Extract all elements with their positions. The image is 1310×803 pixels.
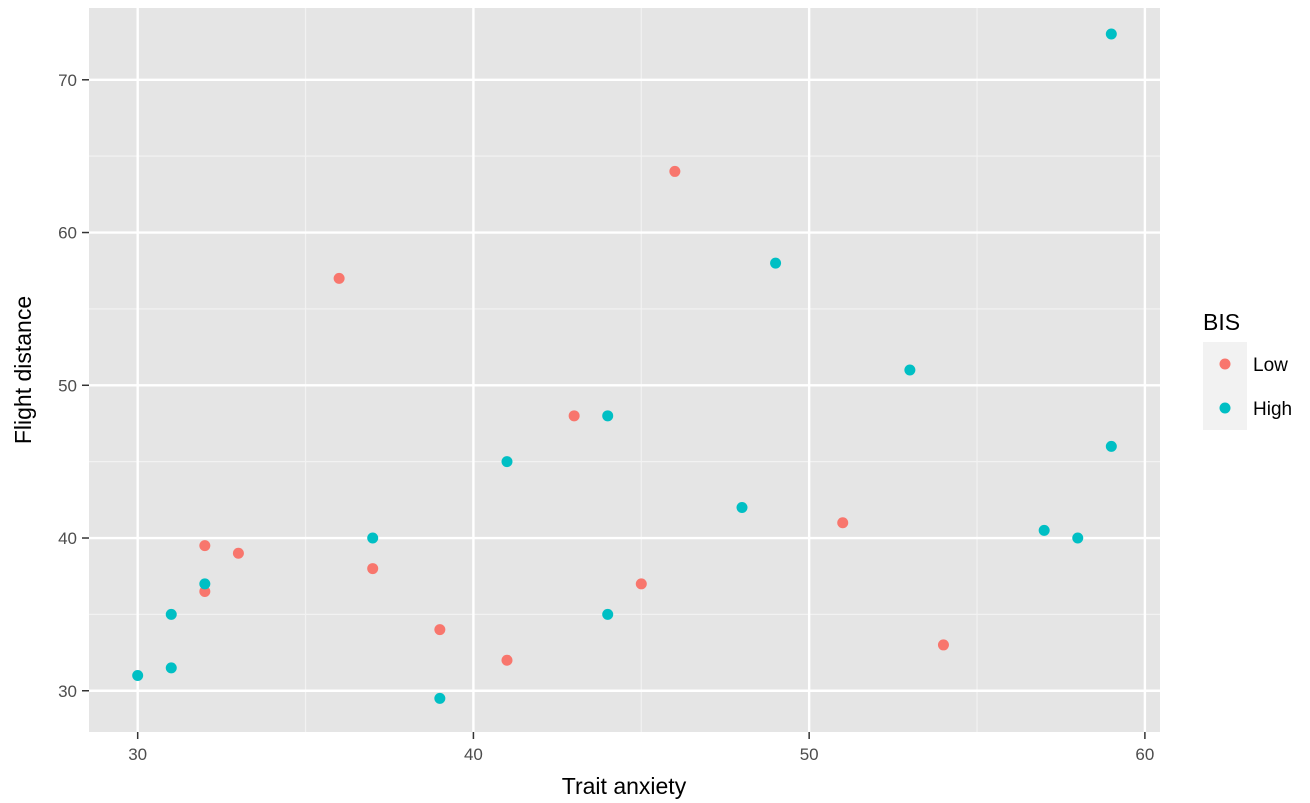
data-point-low: [434, 624, 446, 636]
data-point-high: [1038, 524, 1050, 536]
data-point-high: [199, 578, 211, 590]
data-point-low: [501, 654, 513, 666]
y-tick-label: 60: [58, 224, 77, 243]
data-point-low: [367, 563, 379, 575]
data-point-high: [602, 608, 614, 620]
data-point-high: [501, 456, 513, 468]
data-point-low: [568, 410, 580, 422]
data-point-high: [602, 410, 614, 422]
x-tick-label: 50: [800, 745, 819, 764]
data-point-high: [367, 532, 379, 544]
axis-ticks: [82, 79, 1146, 739]
data-point-low: [199, 540, 211, 552]
data-points: [132, 28, 1117, 704]
data-point-high: [132, 669, 144, 681]
data-point-high: [434, 692, 446, 704]
x-axis-title: Trait anxiety: [562, 773, 687, 799]
data-point-high: [1105, 28, 1117, 40]
data-point-low: [333, 272, 345, 284]
data-point-high: [1072, 532, 1084, 544]
data-point-high: [165, 662, 177, 674]
y-tick-label: 50: [58, 376, 77, 395]
data-point-high: [165, 608, 177, 620]
data-point-low: [669, 165, 681, 177]
y-tick-label: 40: [58, 529, 77, 548]
x-tick-label: 30: [128, 745, 147, 764]
major-gridlines: [89, 8, 1160, 732]
data-point-high: [904, 364, 916, 376]
axis-tick-labels: 30 40 50 60 30 40 50 60 70: [58, 71, 1154, 764]
legend-label-low: Low: [1253, 355, 1288, 376]
data-point-high: [770, 257, 782, 269]
data-point-low: [937, 639, 949, 651]
x-tick-label: 40: [464, 745, 483, 764]
data-point-low: [635, 578, 647, 590]
legend-label-high: High: [1253, 399, 1292, 420]
data-point-high: [1105, 440, 1117, 452]
legend-key-high: [1219, 402, 1231, 414]
minor-gridlines: [89, 8, 1160, 732]
data-point-low: [837, 517, 849, 529]
x-tick-label: 60: [1135, 745, 1154, 764]
legend: BIS Low High: [1203, 309, 1292, 430]
legend-title: BIS: [1203, 309, 1240, 335]
legend-key-low: [1219, 358, 1231, 370]
y-axis-title: Flight distance: [10, 296, 36, 444]
y-tick-label: 30: [58, 682, 77, 701]
data-point-high: [736, 501, 748, 513]
data-point-low: [199, 585, 211, 597]
y-tick-label: 70: [58, 71, 77, 90]
data-point-low: [232, 547, 244, 559]
plot-panel: [89, 8, 1160, 732]
